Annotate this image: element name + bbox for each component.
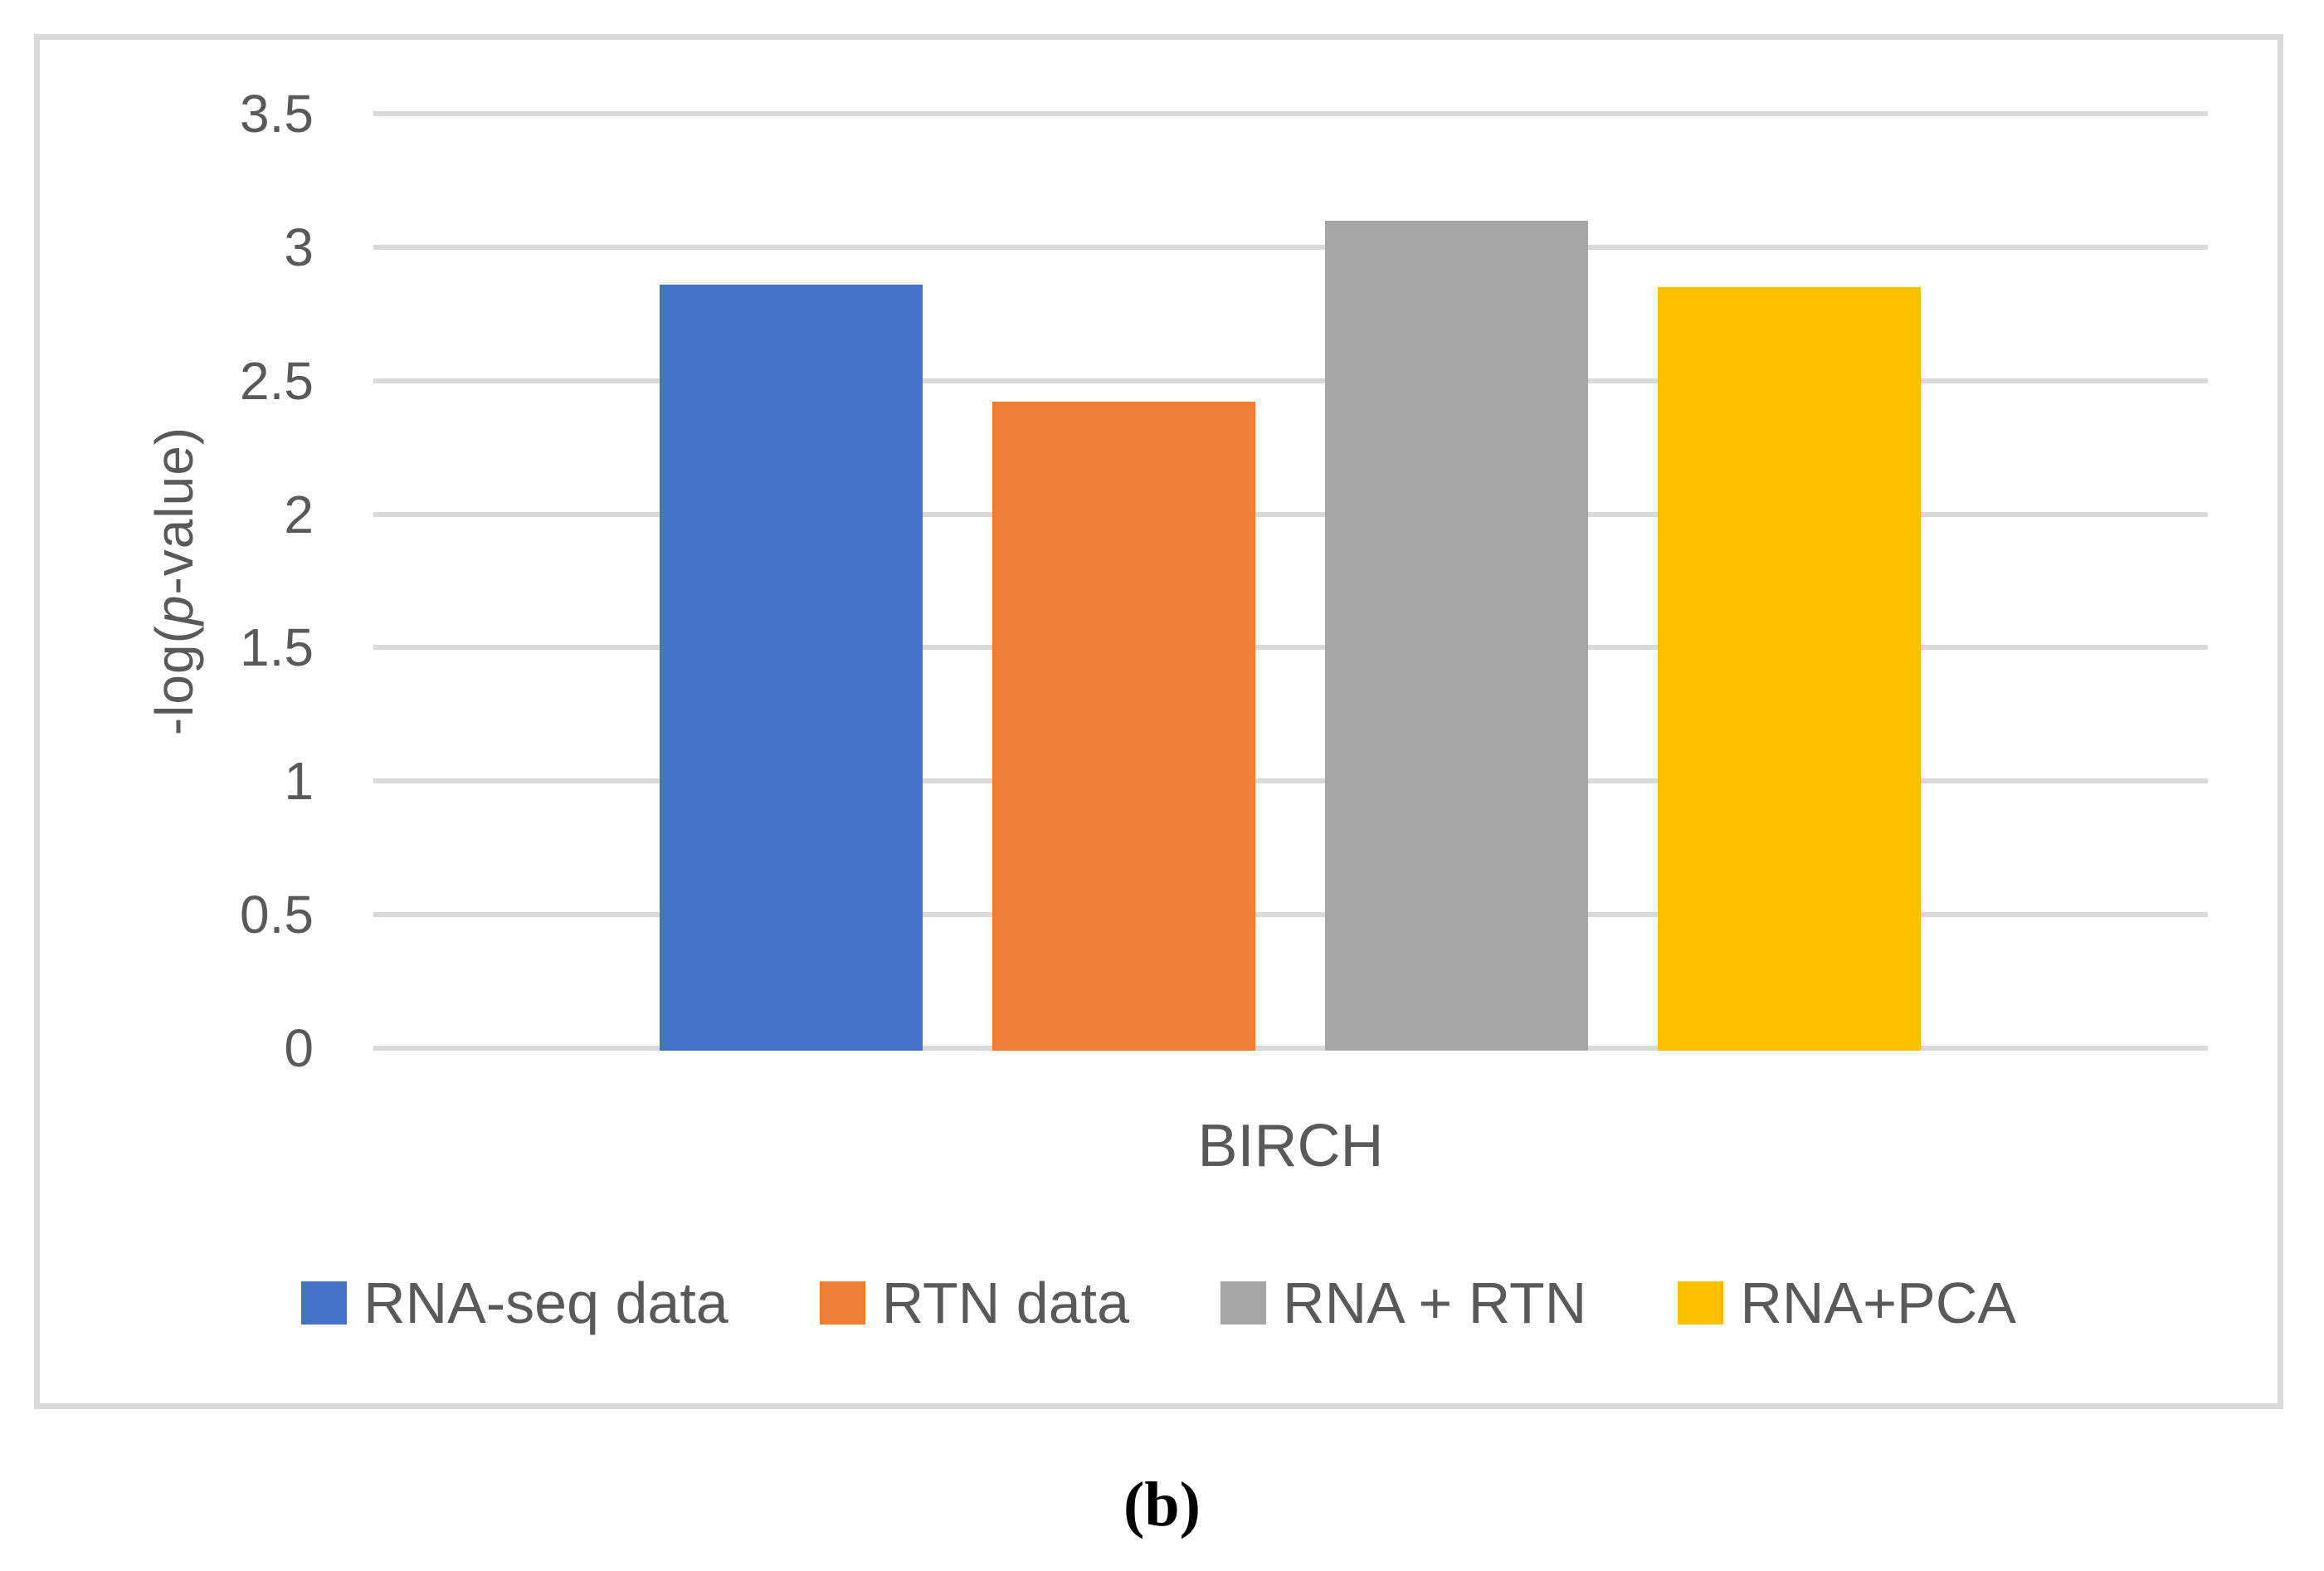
legend: RNA-seq data RTN data RNA + RTN RNA+PCA <box>40 1270 2278 1336</box>
bar-rtn-data <box>992 402 1255 1051</box>
gridline-y-2 <box>373 512 2208 517</box>
y-tick-label-1: 1 <box>284 751 314 811</box>
y-tick-label-1.5: 1.5 <box>240 617 314 677</box>
x-axis-category-label: BIRCH <box>1197 1113 1384 1179</box>
gridline-y-2.5 <box>373 378 2208 383</box>
legend-item-rna-pca: RNA+PCA <box>1678 1270 2016 1336</box>
legend-label-rtn-data: RTN data <box>881 1271 1130 1335</box>
legend-item-rtn-data: RTN data <box>819 1270 1130 1336</box>
legend-label-rna-rtn: RNA + RTN <box>1283 1271 1587 1335</box>
legend-swatch-rna-seq-data <box>301 1281 348 1325</box>
y-axis-title: -log(p-value) <box>144 427 205 735</box>
gridline-y-3 <box>373 245 2208 250</box>
y-tick-label-3: 3 <box>284 217 314 277</box>
legend-item-rna-seq-data: RNA-seq data <box>301 1270 728 1336</box>
y-tick-label-2.5: 2.5 <box>240 351 314 411</box>
y-tick-label-2: 2 <box>284 485 314 544</box>
y-tick-label-3.5: 3.5 <box>240 84 314 144</box>
legend-item-rna-rtn: RNA + RTN <box>1220 1270 1586 1336</box>
bar-rna-pca <box>1658 287 1921 1051</box>
legend-label-rna-seq-data: RNA-seq data <box>363 1271 728 1335</box>
legend-swatch-rtn-data <box>819 1281 865 1325</box>
y-tick-label-0.5: 0.5 <box>240 885 314 944</box>
figure-caption: (b) <box>1123 1470 1201 1539</box>
bar-rna-seq-data <box>660 285 923 1051</box>
legend-swatch-rna-pca <box>1678 1281 1724 1325</box>
gridline-y-1 <box>373 778 2208 783</box>
legend-swatch-rna-rtn <box>1220 1281 1267 1325</box>
y-tick-label-0: 0 <box>284 1018 314 1078</box>
bar-rna-rtn <box>1325 221 1588 1051</box>
gridline-y-0 <box>373 1046 2208 1051</box>
gridline-y-0.5 <box>373 912 2208 917</box>
gridline-y-3.5 <box>373 111 2208 116</box>
gridline-y-1.5 <box>373 645 2208 650</box>
legend-label-rna-pca: RNA+PCA <box>1740 1271 2016 1335</box>
